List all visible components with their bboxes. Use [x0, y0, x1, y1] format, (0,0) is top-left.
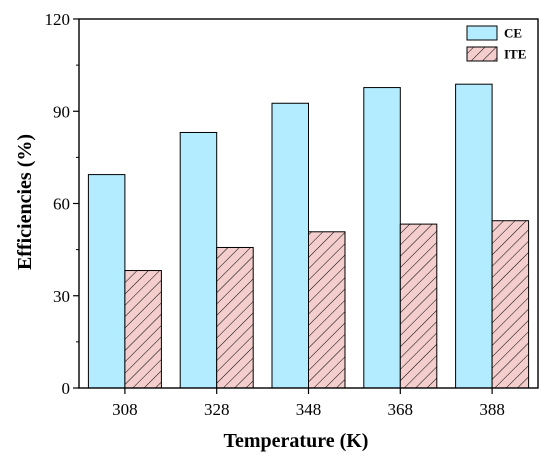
- bar-ite-368: [399, 223, 438, 389]
- bar-ce-368: [363, 87, 401, 389]
- legend-swatch-ite: [466, 46, 498, 62]
- y-tick-label-120: 120: [45, 10, 71, 29]
- y-tick-label-0: 0: [62, 379, 71, 398]
- bar-ce-388: [455, 83, 493, 389]
- bar-ite-348: [308, 231, 346, 389]
- y-tick-label-90: 90: [53, 102, 70, 121]
- x-tick-label-368: 368: [388, 400, 414, 419]
- bar-ce-348: [271, 102, 309, 389]
- bar-ite-388: [491, 220, 530, 389]
- bar-ce-328: [179, 131, 218, 389]
- y-axis-title: Efficiencies (%): [14, 134, 36, 270]
- x-tick-label-388: 388: [479, 400, 505, 419]
- legend-swatch-ce: [466, 25, 498, 41]
- legend-label-ce: CE: [504, 26, 522, 41]
- plot-frame: [78, 18, 539, 389]
- y-tick-label-30: 30: [53, 287, 70, 306]
- bar-ite-328: [216, 246, 254, 389]
- x-tick-label-328: 328: [204, 400, 230, 419]
- bar-ce-308: [87, 174, 126, 389]
- legend-label-ite: ITE: [504, 47, 526, 62]
- bar-ite-308: [124, 270, 162, 389]
- y-tick-label-60: 60: [53, 195, 70, 214]
- plot-area: 308 328 348 368 388 0 30 60 90 120 CE ITE: [45, 10, 539, 419]
- x-tick-label-348: 348: [296, 400, 322, 419]
- x-axis-title: Temperature (K): [224, 430, 369, 452]
- x-tick-label-308: 308: [112, 400, 138, 419]
